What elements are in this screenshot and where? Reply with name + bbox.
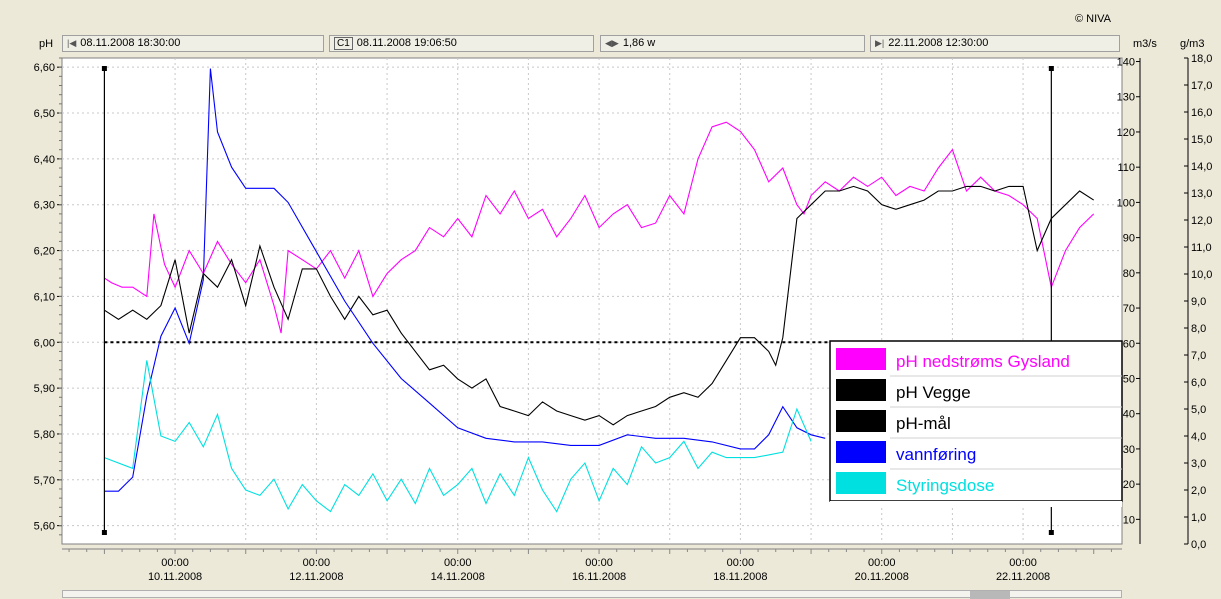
legend-label: vannføring xyxy=(896,445,976,464)
left-tick-label: 5,80 xyxy=(34,429,55,441)
cursor-handle[interactable] xyxy=(1048,66,1054,71)
last-icon[interactable]: ▶| xyxy=(875,38,885,48)
left-tick-label: 6,00 xyxy=(34,337,55,349)
left-tick-label: 6,10 xyxy=(34,291,55,303)
legend-swatch xyxy=(836,472,886,494)
x-tick-date: 18.11.2008 xyxy=(713,571,767,583)
x-tick-time: 00:00 xyxy=(161,557,189,569)
right1-tick-label: 70 xyxy=(1123,303,1135,315)
right1-tick-label: 20 xyxy=(1123,479,1135,491)
right2-tick-label: 2,0 xyxy=(1191,485,1206,497)
legend-swatch xyxy=(836,379,886,401)
right2-tick-label: 5,0 xyxy=(1191,404,1206,416)
x-tick-time: 00:00 xyxy=(727,557,755,569)
x-tick-date: 14.11.2008 xyxy=(431,571,485,583)
x-tick-time: 00:00 xyxy=(444,557,472,569)
x-tick-date: 16.11.2008 xyxy=(572,571,626,583)
right2-tick-label: 17,0 xyxy=(1191,80,1212,92)
right2-tick-label: 1,0 xyxy=(1191,512,1206,524)
axes: 6,60 6,50 6,40 6,30 6,20 6,10 6,00 5,90 5,80 5,70… xyxy=(34,53,1213,583)
right1-tick-label: 100 xyxy=(1117,197,1135,209)
span-icon: ◀▶ xyxy=(605,38,619,48)
right1-tick-label: 80 xyxy=(1123,268,1135,280)
series-line xyxy=(104,68,826,492)
dose-axis-unit: g/m3 xyxy=(1180,38,1205,50)
cursor-time-value: 08.11.2008 19:06:50 xyxy=(356,37,457,49)
left-tick-label: 6,20 xyxy=(34,246,55,258)
legend-swatch xyxy=(836,410,886,432)
right2-tick-label: 15,0 xyxy=(1191,134,1212,146)
scroll-thumb[interactable] xyxy=(970,591,1010,599)
right2-tick-label: 9,0 xyxy=(1191,296,1206,308)
left-tick-label: 6,40 xyxy=(34,154,55,166)
right2-tick-label: 4,0 xyxy=(1191,431,1206,443)
right2-tick-label: 7,0 xyxy=(1191,350,1206,362)
right2-tick-label: 11,0 xyxy=(1191,242,1212,254)
end-time-value: 22.11.2008 12:30:00 xyxy=(888,37,989,49)
end-time-field[interactable]: ▶| 22.11.2008 12:30:00 xyxy=(870,35,1120,52)
cursor-time-field[interactable]: C1 08.11.2008 19:06:50 xyxy=(329,35,594,52)
left-tick-label: 5,90 xyxy=(34,383,55,395)
cursor-handle[interactable] xyxy=(101,530,107,535)
legend-label: pH-mål xyxy=(896,414,951,433)
x-tick-date: 10.11.2008 xyxy=(148,571,202,583)
right1-tick-label: 40 xyxy=(1123,409,1135,421)
series-line xyxy=(104,121,1095,334)
x-tick-time: 00:00 xyxy=(1009,557,1037,569)
right2-tick-label: 12,0 xyxy=(1191,215,1212,227)
left-tick-label: 6,30 xyxy=(34,200,55,212)
right1-tick-label: 30 xyxy=(1123,444,1135,456)
left-tick-label: 5,60 xyxy=(34,521,55,533)
cursor-handle[interactable] xyxy=(101,66,107,71)
right1-tick-label: 50 xyxy=(1123,373,1135,385)
right2-tick-label: 18,0 xyxy=(1191,53,1212,65)
right1-tick-label: 110 xyxy=(1117,162,1135,174)
x-tick-time: 00:00 xyxy=(868,557,896,569)
legend: pH nedstrøms Gysland pH Vegge pH-mål vannfø… xyxy=(829,340,1123,507)
right2-tick-label: 13,0 xyxy=(1191,188,1212,200)
cursor-handle[interactable] xyxy=(1048,530,1054,535)
span-field[interactable]: ◀▶ 1,86 w xyxy=(600,35,865,52)
right2-tick-label: 8,0 xyxy=(1191,323,1206,335)
legend-label: pH Vegge xyxy=(896,383,971,402)
start-time-value: 08.11.2008 18:30:00 xyxy=(80,37,181,49)
right1-tick-label: 60 xyxy=(1123,338,1135,350)
legend-swatch xyxy=(836,348,886,370)
left-tick-label: 5,70 xyxy=(34,475,55,487)
legend-swatch xyxy=(836,441,886,463)
right1-tick-label: 130 xyxy=(1117,92,1135,104)
right2-tick-label: 14,0 xyxy=(1191,161,1212,173)
left-axis-unit: pH xyxy=(39,38,54,50)
series-line xyxy=(104,185,1094,426)
right2-tick-label: 3,0 xyxy=(1191,458,1206,470)
right2-tick-label: 10,0 xyxy=(1191,269,1212,281)
x-tick-date: 22.11.2008 xyxy=(996,571,1050,583)
flow-axis-unit: m3/s xyxy=(1133,38,1157,50)
right1-tick-label: 10 xyxy=(1123,514,1135,526)
series-line xyxy=(104,360,812,513)
first-icon[interactable]: |◀ xyxy=(67,38,77,48)
legend-bottom xyxy=(830,501,1122,507)
x-tick-time: 00:00 xyxy=(585,557,613,569)
right1-tick-label: 140 xyxy=(1117,57,1135,69)
left-tick-label: 6,50 xyxy=(34,108,55,120)
right2-tick-label: 0,0 xyxy=(1191,539,1206,551)
legend-label: Styringsdose xyxy=(896,476,994,495)
right1-tick-label: 120 xyxy=(1117,127,1135,139)
copyright-label: © NIVA xyxy=(1075,13,1112,25)
right2-tick-label: 16,0 xyxy=(1191,107,1212,119)
start-time-field[interactable]: |◀ 08.11.2008 18:30:00 xyxy=(62,35,324,52)
x-tick-date: 12.11.2008 xyxy=(289,571,343,583)
time-scrollbar[interactable] xyxy=(62,590,1122,599)
x-tick-time: 00:00 xyxy=(303,557,331,569)
left-tick-label: 6,60 xyxy=(34,62,55,74)
x-tick-date: 20.11.2008 xyxy=(855,571,909,583)
right1-tick-label: 90 xyxy=(1123,233,1135,245)
cursor-icon: C1 xyxy=(334,37,353,50)
right2-tick-label: 6,0 xyxy=(1191,377,1206,389)
span-value: 1,86 w xyxy=(622,37,656,49)
legend-label: pH nedstrøms Gysland xyxy=(896,352,1070,371)
